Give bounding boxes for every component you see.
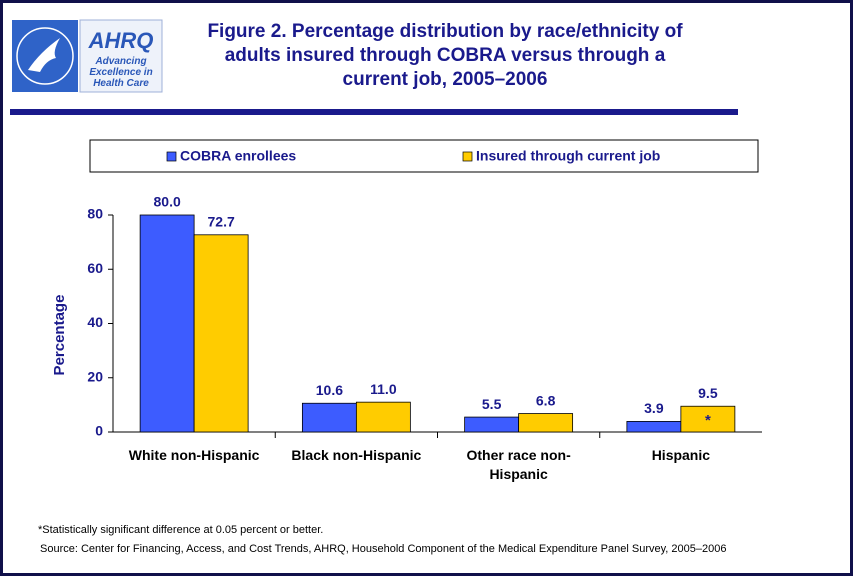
ahrq-panel bbox=[79, 19, 163, 93]
value-label: 5.5 bbox=[482, 396, 502, 412]
legend-swatch bbox=[166, 151, 177, 162]
logo-tagline: Advancing Excellence in Health Care bbox=[89, 56, 153, 89]
value-label: 3.9 bbox=[644, 400, 664, 416]
value-label: 9.5 bbox=[698, 385, 718, 401]
significance-marker: * bbox=[705, 412, 711, 429]
value-label: 11.0 bbox=[370, 381, 397, 397]
bar bbox=[518, 413, 574, 433]
y-tick-label: 40 bbox=[87, 314, 103, 330]
y-tick-label: 80 bbox=[87, 206, 103, 222]
legend-box bbox=[89, 139, 759, 173]
x-tick-label: Hispanic bbox=[651, 447, 711, 463]
bar bbox=[193, 234, 249, 433]
chart-title: Figure 2. Percentage distribution by rac… bbox=[207, 21, 683, 90]
logo-acronym: AHRQ bbox=[88, 28, 154, 53]
legend-label: Insured through current job bbox=[476, 148, 660, 164]
x-tick-label: Other race non-Hispanic bbox=[466, 447, 571, 482]
footnote: *Statistically significant difference at… bbox=[38, 524, 323, 536]
x-tick-label: White non-Hispanic bbox=[128, 447, 260, 463]
value-label: 80.0 bbox=[154, 194, 181, 210]
seal-bird bbox=[28, 38, 60, 72]
header-rule bbox=[10, 109, 738, 115]
y-tick-label: 0 bbox=[95, 423, 103, 439]
bar bbox=[626, 421, 682, 433]
value-label: 72.7 bbox=[208, 214, 235, 230]
x-tick-label: Black non-Hispanic bbox=[291, 447, 422, 463]
bar bbox=[464, 416, 520, 433]
y-tick-label: 20 bbox=[87, 368, 103, 384]
value-label: 6.8 bbox=[536, 392, 556, 408]
bar bbox=[680, 405, 736, 433]
y-tick-label: 60 bbox=[87, 260, 103, 276]
value-label: 10.6 bbox=[316, 382, 343, 398]
bar bbox=[355, 401, 411, 433]
legend-label: COBRA enrollees bbox=[180, 148, 296, 164]
y-axis-title: Percentage bbox=[51, 295, 68, 376]
source: Source: Center for Financing, Access, an… bbox=[40, 543, 726, 555]
legend-swatch bbox=[462, 151, 473, 162]
seal-ring bbox=[16, 27, 74, 85]
bar bbox=[139, 214, 195, 433]
bar bbox=[301, 402, 357, 433]
